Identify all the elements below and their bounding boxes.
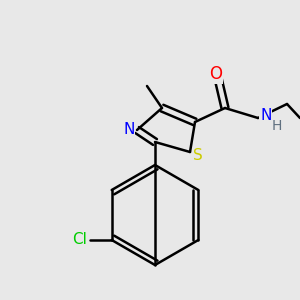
- Text: N: N: [260, 109, 272, 124]
- Text: O: O: [209, 65, 223, 83]
- Text: S: S: [193, 148, 203, 164]
- Text: H: H: [272, 119, 282, 133]
- Text: N: N: [123, 122, 135, 137]
- Text: Cl: Cl: [72, 232, 87, 247]
